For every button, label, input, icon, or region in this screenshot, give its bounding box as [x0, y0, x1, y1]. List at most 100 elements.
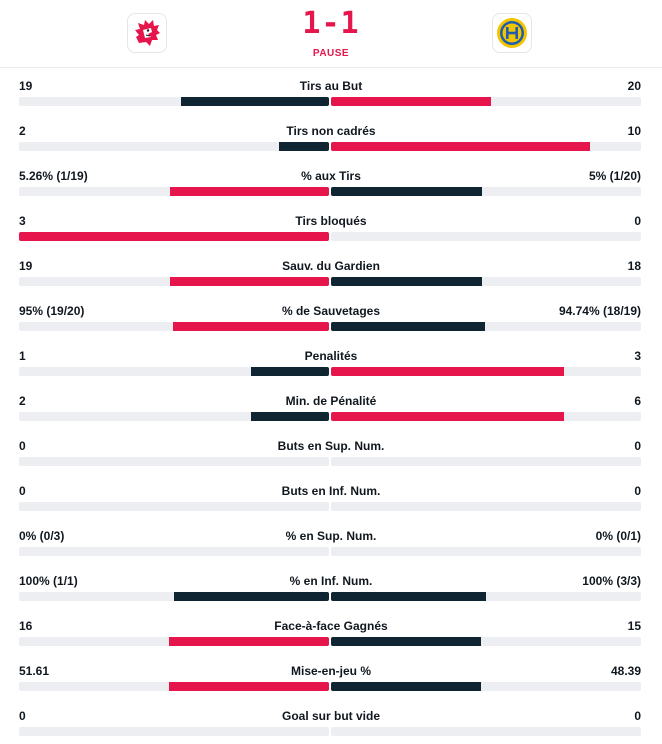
stat-label: % en Sup. Num.: [285, 529, 377, 543]
stat-home-value: 2: [19, 394, 26, 408]
match-score: 1-1: [302, 6, 360, 41]
stat-label: Tirs au But: [299, 79, 363, 93]
stat-away-bar-track: [331, 232, 641, 241]
stat-away-bar-track: [331, 727, 641, 736]
stat-away-value: 18: [627, 259, 641, 273]
stat-home-bar: [251, 412, 329, 421]
stat-label: Tirs non cadrés: [286, 124, 376, 138]
stat-row: 0% (0/3) % en Sup. Num. 0% (0/1): [0, 517, 662, 562]
stat-row: 5.26% (1/19) % aux Tirs 5% (1/20): [0, 157, 662, 202]
stat-home-bar-track: [19, 187, 329, 196]
stat-home-bar: [170, 187, 329, 196]
stat-home-bar-track: [19, 637, 329, 646]
stat-label: Mise-en-jeu %: [290, 664, 371, 678]
stat-home-bar: [173, 322, 329, 331]
stat-home-value: 0% (0/3): [19, 529, 65, 543]
stat-away-value: 15: [627, 619, 641, 633]
stat-away-bar: [331, 412, 564, 421]
stat-away-bar-track: [331, 502, 641, 511]
stat-home-bar: [169, 682, 329, 691]
stat-away-bar-track: [331, 637, 641, 646]
stat-label: Buts en Sup. Num.: [277, 439, 385, 453]
stat-label: Buts en Inf. Num.: [281, 484, 381, 498]
stat-home-value: 51.61: [19, 664, 50, 678]
home-team-logo[interactable]: [127, 13, 167, 53]
stat-row: 95% (19/20) % de Sauvetages 94.74% (18/19): [0, 292, 662, 337]
stat-home-bar-track: [19, 592, 329, 601]
stat-away-value: 5% (1/20): [588, 169, 641, 183]
stat-away-bar-track: [331, 547, 641, 556]
stat-away-value: 10: [627, 124, 641, 138]
stat-home-bar-track: [19, 277, 329, 286]
stat-away-value: 100% (3/3): [582, 574, 641, 588]
lion-head-icon: [135, 20, 160, 46]
stat-home-value: 0: [19, 484, 26, 498]
stat-home-value: 3: [19, 214, 26, 228]
stat-away-bar-track: [331, 457, 641, 466]
stat-home-bar-track: [19, 727, 329, 736]
stat-row: 2 Min. de Pénalité 6: [0, 382, 662, 427]
stat-row: 0 Goal sur but vide 0: [0, 697, 662, 742]
stat-row: 1 Penalités 3: [0, 337, 662, 382]
stat-label: Penalités: [304, 349, 358, 363]
stat-label: Goal sur but vide: [281, 709, 380, 723]
stat-away-bar: [331, 187, 482, 196]
stat-home-value: 100% (1/1): [19, 574, 78, 588]
stat-label: Min. de Pénalité: [285, 394, 377, 408]
stat-away-bar-track: [331, 187, 641, 196]
stat-away-bar-track: [331, 97, 641, 106]
stat-away-value: 3: [634, 349, 641, 363]
stat-away-bar: [331, 97, 491, 106]
stat-away-bar-track: [331, 322, 641, 331]
stat-away-bar-track: [331, 412, 641, 421]
stat-label: Sauv. du Gardien: [282, 259, 380, 273]
stat-away-bar: [331, 637, 481, 646]
stat-home-value: 16: [19, 619, 33, 633]
stat-away-bar-track: [331, 142, 641, 151]
stat-home-bar-track: [19, 367, 329, 376]
stat-home-bar-track: [19, 457, 329, 466]
stat-away-bar-track: [331, 277, 641, 286]
stat-home-value: 0: [19, 709, 26, 723]
stat-away-value: 0: [634, 484, 641, 498]
stat-row: 100% (1/1) % en Inf. Num. 100% (3/3): [0, 562, 662, 607]
stat-row: 51.61 Mise-en-jeu % 48.39: [0, 652, 662, 697]
stat-home-bar-track: [19, 412, 329, 421]
stat-away-bar: [331, 142, 590, 151]
stat-away-value: 20: [627, 79, 641, 93]
stat-away-bar-track: [331, 682, 641, 691]
stat-home-bar: [174, 592, 329, 601]
stat-row: 3 Tirs bloqués 0: [0, 202, 662, 247]
stat-home-value: 2: [19, 124, 26, 138]
stat-home-bar-track: [19, 97, 329, 106]
stat-away-value: 0: [634, 214, 641, 228]
stat-home-value: 19: [19, 79, 33, 93]
stat-row: 19 Tirs au But 20: [0, 67, 662, 112]
stat-label: Tirs bloqués: [295, 214, 367, 228]
hc-crest-icon: [497, 18, 527, 48]
stat-home-bar: [251, 367, 329, 376]
match-status: PAUSE: [312, 48, 350, 59]
stat-home-bar-track: [19, 232, 329, 241]
stat-away-bar: [331, 367, 564, 376]
stat-away-value: 48.39: [610, 664, 641, 678]
stat-label: Face-à-face Gagnés: [274, 619, 388, 633]
stat-home-value: 19: [19, 259, 33, 273]
stat-label: % de Sauvetages: [281, 304, 381, 318]
stat-home-bar: [19, 232, 329, 241]
stat-away-bar: [331, 592, 486, 601]
stat-away-bar-track: [331, 367, 641, 376]
stat-home-bar-track: [19, 322, 329, 331]
away-team-logo[interactable]: [492, 13, 532, 53]
stat-home-value: 0: [19, 439, 26, 453]
stat-home-bar-track: [19, 682, 329, 691]
stat-label: % en Inf. Num.: [289, 574, 373, 588]
stat-away-value: 0% (0/1): [595, 529, 641, 543]
match-header: 1-1 PAUSE: [0, 0, 662, 68]
stat-label: % aux Tirs: [301, 169, 361, 183]
stat-away-value: 0: [634, 709, 641, 723]
stat-home-value: 1: [19, 349, 26, 363]
stat-away-value: 94.74% (18/19): [558, 304, 641, 318]
stat-home-bar-track: [19, 547, 329, 556]
stat-home-bar: [279, 142, 329, 151]
